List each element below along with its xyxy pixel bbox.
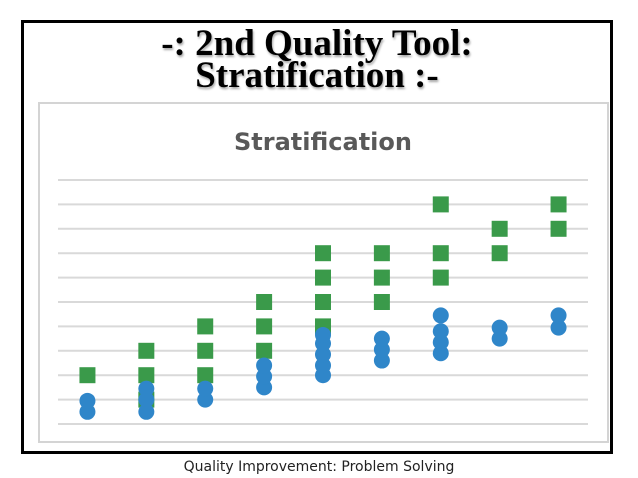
slide-title-line-1: -: 2nd Quality Tool: [161,23,473,64]
blue-circle-point [491,330,508,347]
green-square-point [432,269,449,286]
green-square-point [373,245,390,262]
green-square-point [256,342,273,359]
stratification-chart: Stratification [58,128,588,425]
data-points [79,196,567,420]
blue-circle-point [373,330,390,347]
green-square-point [491,220,508,237]
green-square-point [315,245,331,262]
blue-circle-point [138,380,155,397]
green-square-point [432,196,449,213]
green-square-point [315,269,331,286]
green-square-point [550,196,567,213]
blue-circle-point [432,323,449,340]
blue-circle-point [373,341,390,358]
blue-circle-point [373,352,390,369]
green-square-point [138,367,155,384]
chart-title: Stratification [234,128,412,156]
green-square-point [197,318,214,335]
green-square-point [315,294,331,310]
blue-circle-point [315,357,331,374]
green-square-point [432,245,449,262]
blue-circle-point [197,380,214,397]
blue-circle-point [79,392,96,409]
blue-circle-point [138,391,155,408]
blue-circle-point [550,319,567,336]
blue-circle-point [256,368,273,385]
green-square-point [197,342,214,359]
green-square-point [138,342,155,359]
blue-circle-point [197,391,214,408]
blue-circle-point [315,346,331,363]
green-square-point [197,367,214,384]
green-square-point [550,220,567,237]
blue-circle-point [79,403,96,420]
slide-title-line-2: Stratification :- [195,55,439,96]
blue-circle-point [256,379,273,396]
green-square-point [373,294,390,310]
green-square-point [256,318,273,335]
blue-circle-point [432,307,449,324]
chart-panel: Stratification [38,102,609,443]
green-square-point [373,269,390,286]
green-square-point [256,294,273,310]
blue-circle-point [550,307,567,324]
blue-circle-point [138,403,155,420]
blue-circle-point [315,326,331,343]
green-square-point [79,367,96,384]
slide-title: -: 2nd Quality Tool: Stratification :- [24,23,610,96]
blue-circle-point [432,334,449,351]
blue-circle-point [491,319,508,336]
green-square-point [491,245,508,262]
blue-circle-point [432,345,449,362]
blue-circle-point [256,357,273,374]
slide-footer: Quality Improvement: Problem Solving [183,459,455,475]
